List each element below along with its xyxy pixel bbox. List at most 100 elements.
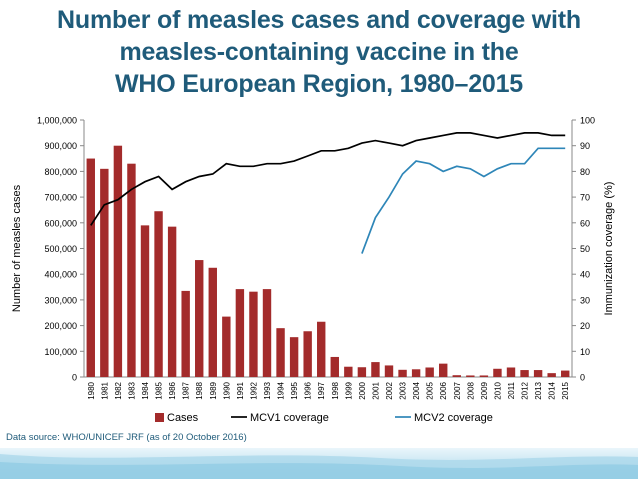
- y-tick-label: 100,000: [44, 347, 77, 357]
- x-tick-label: 1993: [263, 381, 272, 399]
- bar-cases: [520, 370, 529, 377]
- bar-cases: [195, 260, 204, 377]
- line-mcv2-coverage: [361, 147, 566, 254]
- bar-cases: [384, 365, 394, 377]
- x-tick-label: 2010: [493, 381, 502, 399]
- bar-cases: [561, 370, 570, 377]
- bar-cases: [439, 363, 448, 377]
- bar-cases: [100, 168, 109, 377]
- bar-cases: [479, 375, 489, 377]
- x-tick-label: 2015: [561, 381, 570, 399]
- x-tick-label: 1992: [249, 381, 258, 399]
- legend-label-mcv1: MCV1 coverage: [250, 412, 329, 424]
- bar-cases: [289, 337, 299, 377]
- x-tick-label: 1985: [155, 381, 164, 399]
- x-tick-label: 2014: [548, 381, 557, 399]
- y-tick-label: 200,000: [44, 321, 77, 331]
- y2-axis-title: Immunization coverage (%): [603, 182, 615, 316]
- bar-cases: [398, 369, 407, 377]
- y2-tick-label: 20: [580, 321, 590, 331]
- x-tick-label: 2005: [426, 381, 435, 399]
- x-tick-label: 1997: [317, 381, 326, 399]
- y2-tick-label: 80: [580, 167, 590, 177]
- bar-cases: [371, 362, 380, 377]
- y-tick-label: 0: [72, 373, 77, 383]
- x-tick-label: 1986: [168, 381, 177, 399]
- x-tick-label: 1996: [304, 381, 313, 399]
- x-tick-label: 1984: [141, 381, 150, 399]
- y-tick-label: 600,000: [44, 218, 77, 228]
- x-tick-label: 1995: [290, 381, 299, 399]
- bar-cases: [276, 328, 285, 377]
- y-tick-label: 500,000: [44, 244, 77, 254]
- bar-cases: [181, 290, 190, 377]
- bar-cases: [208, 267, 217, 377]
- legend-label-mcv2: MCV2 coverage: [414, 412, 493, 424]
- x-tick-label: 2012: [521, 381, 530, 399]
- bar-cases: [466, 375, 475, 377]
- x-tick-label: 1981: [100, 381, 109, 399]
- x-tick-label: 1990: [222, 381, 231, 399]
- data-source-note: Data source: WHO/UNICEF JRF (as of 20 Oc…: [6, 432, 247, 443]
- bar-cases: [113, 145, 123, 377]
- x-tick-label: 2008: [466, 381, 475, 399]
- bar-cases: [452, 375, 461, 377]
- bar-cases: [86, 158, 95, 377]
- x-tick-label: 1989: [209, 381, 218, 399]
- bar-cases: [303, 331, 312, 377]
- bar-cases: [262, 289, 272, 377]
- bar-cases: [154, 211, 163, 377]
- y-axis-title: Number of measles cases: [11, 184, 23, 312]
- y2-tick-label: 70: [580, 193, 590, 203]
- title-line-3: WHO European Region, 1980–2015: [114, 70, 524, 98]
- bar-cases: [222, 316, 231, 377]
- bar-cases: [493, 368, 502, 377]
- x-tick-label: 1991: [236, 381, 245, 399]
- y2-tick-label: 90: [580, 141, 590, 151]
- y2-tick-label: 0: [580, 373, 585, 383]
- y2-tick-label: 50: [580, 244, 590, 254]
- x-tick-label: 1994: [277, 381, 286, 399]
- bar-cases: [235, 289, 245, 377]
- bar-cases: [357, 367, 367, 377]
- footer-wave-decoration: [0, 454, 638, 479]
- bar-cases: [140, 225, 150, 377]
- footer-band: [0, 448, 638, 479]
- bar-cases: [344, 366, 353, 377]
- title-line-1: Number of measles cases and coverage wit…: [57, 6, 581, 34]
- bar-cases: [167, 226, 177, 377]
- x-tick-label: 2009: [480, 381, 489, 399]
- x-tick-label: 1982: [114, 381, 123, 399]
- bar-cases: [425, 367, 434, 377]
- x-tick-label: 1998: [331, 381, 340, 399]
- x-tick-label: 1988: [195, 381, 204, 399]
- x-tick-label: 1987: [182, 381, 191, 399]
- bar-cases: [330, 356, 339, 377]
- chart-title: Number of measles cases and coverage wit…: [0, 4, 638, 100]
- x-tick-label: 2006: [439, 381, 448, 399]
- x-tick-label: 2004: [412, 381, 421, 399]
- title-line-2: measles-containing vaccine in the: [119, 38, 519, 66]
- x-tick-label: 1980: [87, 381, 96, 399]
- bar-cases: [547, 373, 556, 377]
- y-tick-label: 800,000: [44, 167, 77, 177]
- line-mcv1-coverage: [90, 132, 566, 226]
- x-tick-label: 1999: [344, 381, 353, 399]
- x-tick-label: 1983: [127, 381, 136, 399]
- x-tick-label: 2000: [358, 381, 367, 399]
- bar-cases: [249, 291, 258, 377]
- y-tick-label: 1,000,000: [37, 116, 77, 126]
- y-tick-label: 900,000: [44, 141, 77, 151]
- y-tick-label: 700,000: [44, 193, 77, 203]
- x-tick-label: 2002: [385, 381, 394, 399]
- bar-cases: [411, 369, 421, 377]
- y2-tick-label: 100: [580, 116, 595, 126]
- y2-tick-label: 40: [580, 270, 590, 280]
- y-tick-label: 300,000: [44, 295, 77, 305]
- legend-swatch-cases: [155, 413, 164, 422]
- measles-chart: 0 100,000 200,000 300,000 400,000 500,000 600,…: [11, 116, 615, 425]
- y-tick-label: 400,000: [44, 270, 77, 280]
- x-tick-label: 2011: [507, 381, 516, 399]
- legend-label-cases: Cases: [167, 412, 199, 424]
- bar-cases: [317, 321, 326, 377]
